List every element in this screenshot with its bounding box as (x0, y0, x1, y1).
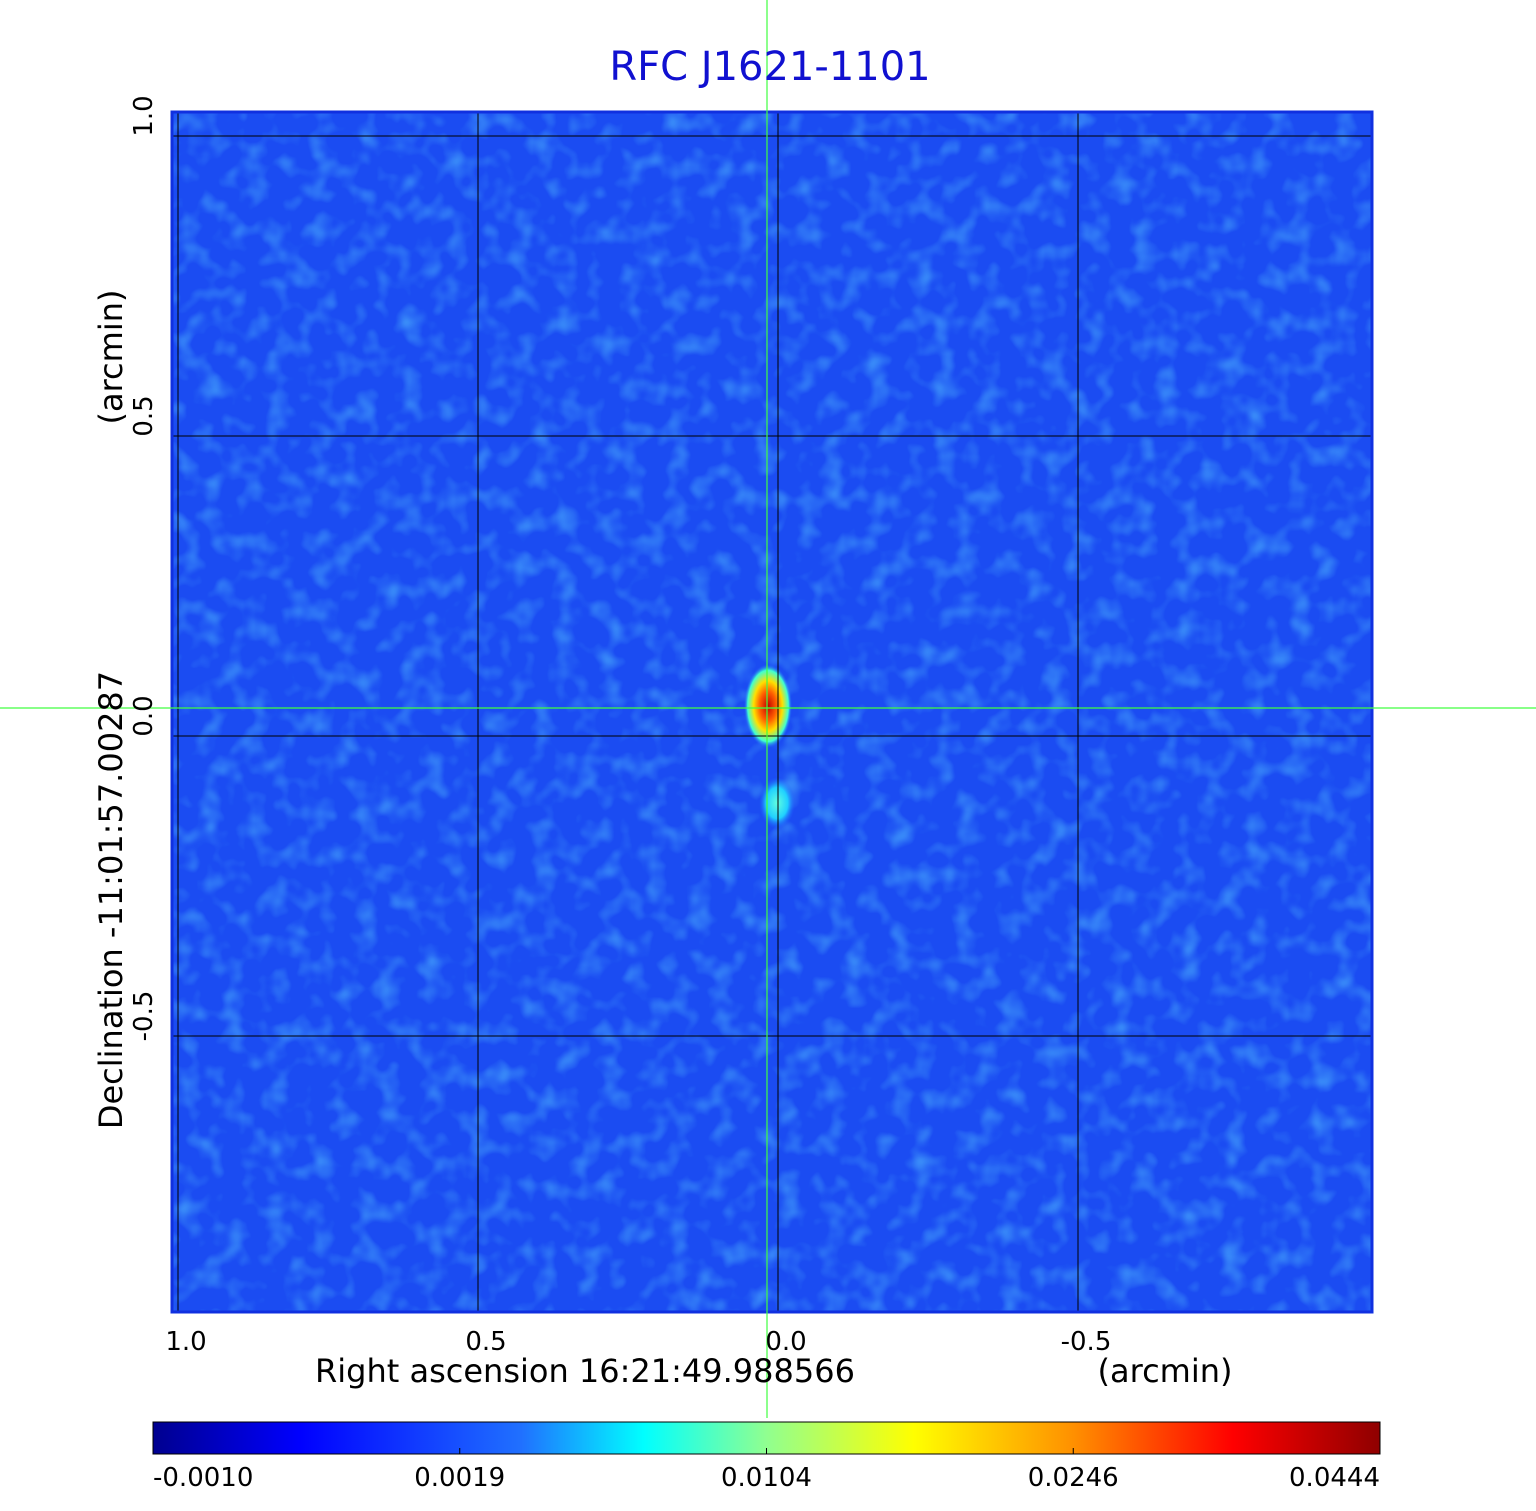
y-tick-label: 1.0 (129, 95, 159, 136)
x-tick-label: -0.5 (1061, 1327, 1112, 1357)
x-axis-label: Right ascension 16:21:49.988566 (315, 1352, 855, 1390)
grid (172, 112, 1372, 1312)
x-tick-label: 0.5 (465, 1327, 506, 1357)
y-tick-label: 0.5 (129, 395, 159, 436)
x-axis-unit: (arcmin) (1098, 1352, 1233, 1390)
y-axis-unit: (arcmin) (92, 290, 130, 425)
y-tick-label: 0.0 (129, 695, 159, 736)
chart-title: RFC J1621-1101 (609, 44, 930, 90)
y-axis-label: Declination -11:01:57.00287 (92, 671, 130, 1129)
colorbar-tick-label: 0.0019 (414, 1463, 505, 1493)
x-tick-label: 1.0 (165, 1327, 206, 1357)
map-image (172, 112, 1372, 1312)
colorbar-tick-label: 0.0444 (1289, 1463, 1380, 1493)
colorbar-tick-label: -0.0010 (153, 1463, 253, 1493)
colorbar-tick-label: 0.0246 (1028, 1463, 1119, 1493)
x-tick-label: 0.0 (765, 1327, 806, 1357)
plot-frame (170, 110, 1374, 1314)
colorbar-tick-label: 0.0104 (721, 1463, 812, 1493)
y-tick-label: -0.5 (129, 991, 159, 1042)
